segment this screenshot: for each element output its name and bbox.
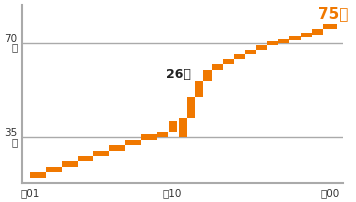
Bar — [323, 24, 337, 29]
Bar — [312, 29, 323, 35]
Bar — [169, 121, 177, 132]
Bar — [234, 54, 245, 59]
Bar — [46, 167, 62, 172]
Bar — [187, 97, 195, 118]
Bar — [93, 151, 109, 156]
Bar — [289, 36, 300, 40]
Text: 26版: 26版 — [166, 67, 191, 81]
Bar — [125, 140, 141, 145]
Bar — [157, 132, 168, 137]
Bar — [141, 135, 157, 140]
Bar — [300, 33, 312, 37]
Bar — [179, 118, 187, 137]
Text: 75版: 75版 — [318, 6, 348, 21]
Bar — [212, 64, 223, 70]
Bar — [195, 81, 203, 97]
Bar — [109, 145, 125, 151]
Bar — [267, 41, 278, 45]
Bar — [30, 172, 46, 178]
Bar — [256, 45, 267, 49]
Bar — [278, 39, 289, 43]
Bar — [203, 70, 212, 81]
Bar — [78, 156, 93, 161]
Bar — [223, 59, 234, 64]
Bar — [62, 161, 78, 167]
Bar — [245, 49, 256, 54]
